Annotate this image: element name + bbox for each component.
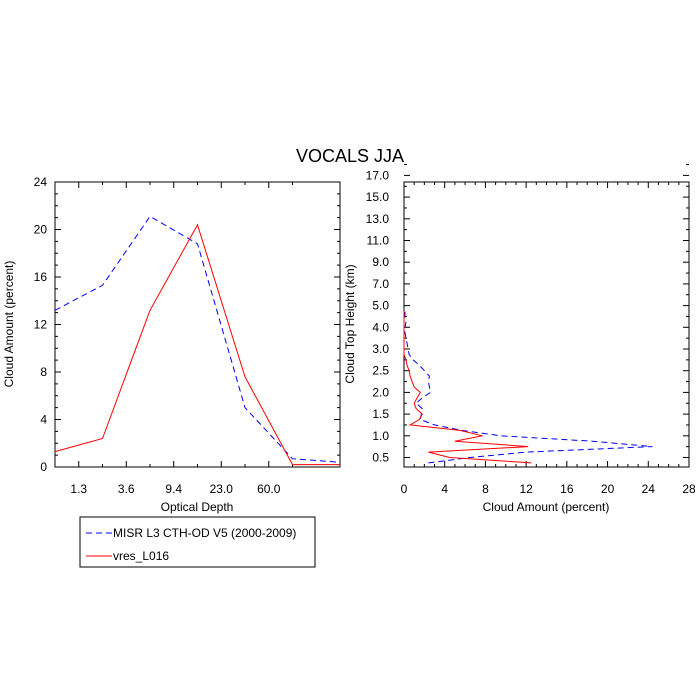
chart-title: VOCALS JJA: [296, 146, 404, 166]
right-x-tick-label: 0: [401, 482, 408, 496]
left-y-tick-label: 8: [40, 365, 47, 379]
right-y-tick-label: 0.5: [372, 451, 389, 465]
right-y-tick-label: 2.0: [372, 385, 389, 399]
right-series-line-misr: [404, 311, 653, 464]
right-panel: 0 4 8 12 16 20 24 28 0.5 1.0 1.5 2.0 2.5 3.0 4.0 5.0 7.0…: [343, 164, 696, 514]
right-y-tick-label: 15.0: [366, 190, 390, 204]
legend-label-model: vres_L016: [113, 549, 169, 563]
legend-box: [79, 516, 316, 568]
left-x-tick-label: 9.4: [165, 482, 182, 496]
right-y-axis-label: Cloud Top Height (km): [343, 264, 357, 383]
right-y-tick-label: 17.0: [366, 168, 390, 182]
left-y-tick-label: 20: [34, 223, 48, 237]
left-y-tick-label: 16: [34, 270, 48, 284]
right-x-tick-label: 12: [519, 482, 533, 496]
right-y-tick-label: 1.5: [372, 407, 389, 421]
right-x-tick-label: 8: [482, 482, 489, 496]
left-y-axis-label: Cloud Amount (percent): [2, 261, 16, 388]
right-x-tick-label: 16: [560, 482, 574, 496]
right-y-tick-label: 1.0: [372, 429, 389, 443]
right-y-tick-label: 9.0: [372, 255, 389, 269]
right-y-tick-label: 5.0: [372, 299, 389, 313]
right-y-tick-label: 3.0: [372, 342, 389, 356]
right-y-tick-label: 7.0: [372, 277, 389, 291]
left-x-tick-label: 60.0: [257, 482, 281, 496]
left-series-line-misr: [54, 215, 341, 463]
right-y-tick-label: 4.0: [372, 320, 389, 334]
left-x-tick-label: 23.0: [210, 482, 234, 496]
right-y-tick-label: 2.5: [372, 364, 389, 378]
right-plot-frame: [403, 181, 690, 468]
right-x-tick-label: 4: [441, 482, 448, 496]
right-x-tick-label: 20: [601, 482, 615, 496]
right-y-tick-label: 13.0: [366, 212, 390, 226]
right-x-tick-label: 24: [642, 482, 656, 496]
right-x-axis-label: Cloud Amount (percent): [483, 500, 610, 514]
left-y-tick-label: 0: [40, 460, 47, 474]
left-x-axis-label: Optical Depth: [161, 500, 234, 514]
right-y-tick-label: 11.0: [367, 234, 390, 248]
left-y-tick-label: 4: [40, 413, 47, 427]
right-x-tick-label: 28: [682, 482, 696, 496]
legend-label-misr: MISR L3 CTH-OD V5 (2000-2009): [113, 526, 296, 540]
left-x-tick-label: 3.6: [118, 482, 135, 496]
right-series-line-model: [403, 311, 532, 464]
left-plot-frame: [54, 181, 341, 468]
left-panel: 0 4 8 12 16 20 24 1.3 3.6 9.4 23.0 60.0 Optical Dep…: [2, 175, 341, 514]
left-x-tick-label: 1.3: [70, 482, 87, 496]
legend: MISR L3 CTH-OD V5 (2000-2009) vres_L016: [79, 516, 316, 568]
left-y-tick-label: 24: [34, 175, 48, 189]
left-y-tick-label: 12: [34, 318, 48, 332]
left-series-line-model: [54, 223, 340, 466]
